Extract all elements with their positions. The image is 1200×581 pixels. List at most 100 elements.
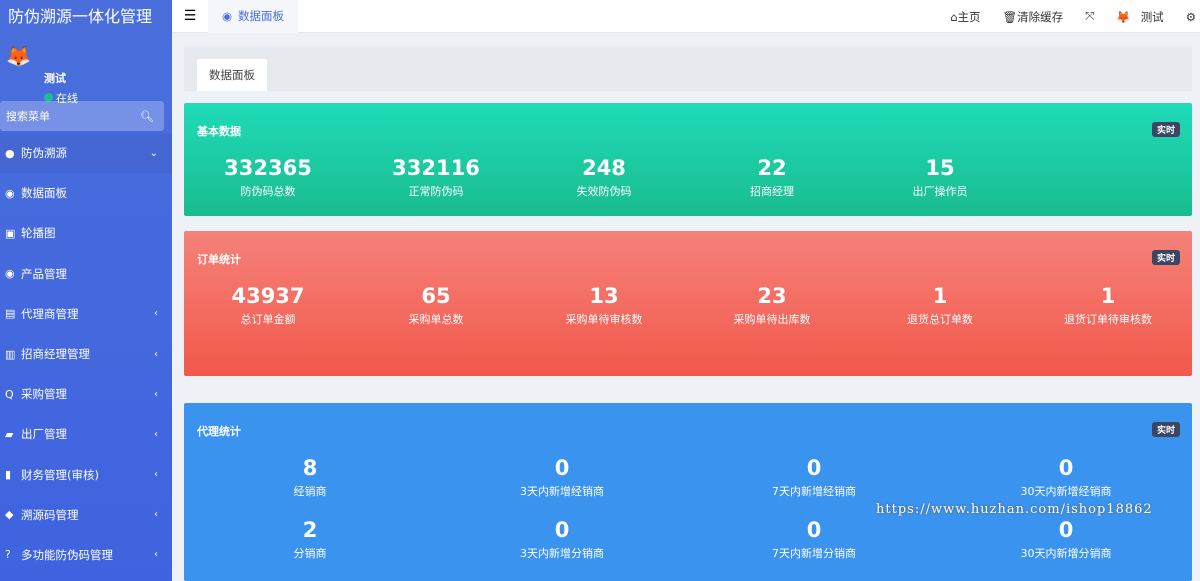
stat-value: 0 xyxy=(1058,456,1074,480)
stat-value: 0 xyxy=(554,518,570,542)
globe-icon: ◉ xyxy=(5,186,15,200)
sidebar: 防伪溯源一体化管理 🦊 测试 在线 搜索菜单 🔍︎ ● 防伪溯源 ⌄ ◉ 数据面板 ▣ 轮… xyxy=(0,0,172,581)
stat-item: 1 退货总订单数 xyxy=(860,284,1020,327)
stat-item: 43937 总订单金额 xyxy=(188,284,348,327)
realtime-badge: 实时 xyxy=(1151,250,1180,265)
sidebar-item-dashboard[interactable]: ◉ 数据面板 xyxy=(0,173,172,213)
panel-title: 基本数据 xyxy=(197,125,241,138)
stat-label: 经销商 xyxy=(293,485,327,498)
gear-icon[interactable]: ⚙ xyxy=(1185,9,1196,24)
stat-label: 30天内新增分销商 xyxy=(1020,547,1112,560)
stat-item: 332365 防伪码总数 xyxy=(188,156,348,199)
menu-label: 溯源码管理 xyxy=(21,507,79,522)
menu-toggle-icon[interactable]: ☰ xyxy=(183,8,197,24)
chevron-left-icon: ‹ xyxy=(154,469,158,481)
sidebar-item-trace-codes[interactable]: ◆ 溯源码管理 ‹ xyxy=(0,495,172,535)
stat-value: 15 xyxy=(925,156,955,180)
stat-item: 0 7天内新增经销商 xyxy=(734,456,894,499)
menu-label: 出厂管理 xyxy=(21,427,67,442)
menu-label: 财务管理(审核) xyxy=(21,467,99,482)
sidebar-item-products[interactable]: ◉ 产品管理 xyxy=(0,254,172,294)
stat-value: 332116 xyxy=(392,156,480,180)
fullscreen-icon[interactable]: ⤧ xyxy=(1085,9,1095,23)
home-icon: ⌂ xyxy=(950,9,958,24)
stat-label: 分销商 xyxy=(293,547,327,560)
tab-data-panel[interactable]: 数据面板 xyxy=(197,59,267,91)
online-dot-icon xyxy=(44,93,53,102)
clear-cache-label: 清除缓存 xyxy=(1017,9,1064,24)
tab-label: 数据面板 xyxy=(238,9,285,23)
stat-value: 0 xyxy=(806,456,822,480)
image-icon: ▣ xyxy=(5,226,16,240)
basic-data-panel: 基本数据 实时 332365 防伪码总数 332116 正常防伪码 248 失效防伪码 22… xyxy=(184,103,1192,216)
sidebar-item-purchase[interactable]: Q 采购管理 ‹ xyxy=(0,374,172,414)
panel-title: 订单统计 xyxy=(197,253,241,266)
menu-label: 防伪溯源 xyxy=(21,146,67,161)
chevron-left-icon: ‹ xyxy=(154,308,158,320)
avatar: 🦊 xyxy=(1116,9,1131,24)
stat-item: 13 采购单待审核数 xyxy=(524,284,684,327)
clear-cache-button[interactable]: 🗑︎清除缓存 xyxy=(1003,9,1064,25)
menu-label: 轮播图 xyxy=(21,226,56,241)
user-menu[interactable]: 🦊 测试 xyxy=(1116,9,1163,25)
stat-value: 2 xyxy=(302,518,318,542)
sidebar-item-shipping[interactable]: ▰ 出厂管理 ‹ xyxy=(0,414,172,454)
sidebar-item-multi-codes[interactable]: ? 多功能防伪码管理 ‹ xyxy=(0,535,172,575)
stat-label: 30天内新增经销商 xyxy=(1020,485,1112,498)
stat-label: 招商经理 xyxy=(750,185,794,198)
stat-item: 0 30天内新增经销商 xyxy=(986,456,1146,499)
search-menu-input[interactable]: 搜索菜单 🔍︎ xyxy=(0,101,164,131)
stat-item: 22 招商经理 xyxy=(692,156,852,199)
sidebar-menu: ● 防伪溯源 ⌄ ◉ 数据面板 ▣ 轮播图 ◉ 产品管理 ▤ 代理商管理 ‹ ▥ 招商经理管理 ‹… xyxy=(0,133,172,575)
avatar: 🦊 xyxy=(6,44,31,68)
stat-label: 3天内新增分销商 xyxy=(520,547,604,560)
user-name: 测试 xyxy=(44,72,66,85)
stat-value: 0 xyxy=(1058,518,1074,542)
main-content: 数据面板 xyxy=(184,46,1192,91)
stat-value: 8 xyxy=(302,456,318,480)
stat-label: 出厂操作员 xyxy=(912,185,968,198)
stat-item: 2 分销商 xyxy=(230,518,390,561)
order-stats-panel: 订单统计 实时 43937 总订单金额 65 采购单总数 13 采购单待审核数 23 采购单待… xyxy=(184,231,1192,376)
id-card-icon: ▤ xyxy=(5,307,16,321)
home-link[interactable]: ⌂主页 xyxy=(950,9,980,25)
menu-label: 采购管理 xyxy=(21,387,67,402)
panel-title: 代理统计 xyxy=(197,425,241,438)
stat-value: 0 xyxy=(554,456,570,480)
sidebar-item-carousel[interactable]: ▣ 轮播图 xyxy=(0,213,172,253)
status-text: 在线 xyxy=(56,92,78,105)
stat-value: 1 xyxy=(932,284,948,308)
tab-dashboard[interactable]: ◉ 数据面板 xyxy=(208,0,299,33)
stat-label: 退货总订单数 xyxy=(907,313,973,326)
stat-item: 0 7天内新增分销商 xyxy=(734,518,894,561)
stat-item: 0 3天内新增分销商 xyxy=(482,518,642,561)
watermark: https://www.huzhan.com/ishop18862 xyxy=(876,502,1153,517)
stat-label: 7天内新增分销商 xyxy=(772,547,856,560)
menu-label: 多功能防伪码管理 xyxy=(21,547,113,562)
menu-label: 招商经理管理 xyxy=(21,347,90,362)
stat-label: 7天内新增经销商 xyxy=(772,485,856,498)
stat-item: 65 采购单总数 xyxy=(356,284,516,327)
sidebar-item-agents[interactable]: ▤ 代理商管理 ‹ xyxy=(0,294,172,334)
menu-label: 数据面板 xyxy=(21,186,67,201)
realtime-badge: 实时 xyxy=(1151,422,1180,437)
menu-label: 代理商管理 xyxy=(21,306,79,321)
stat-label: 总订单金额 xyxy=(240,313,296,326)
cubes-icon: ◆ xyxy=(5,508,14,522)
stat-value: 23 xyxy=(757,284,787,308)
home-label: 主页 xyxy=(957,9,981,24)
chevron-left-icon: ‹ xyxy=(154,509,158,521)
stat-label: 3天内新增经销商 xyxy=(520,485,604,498)
globe-icon: ◉ xyxy=(5,267,15,281)
stat-value: 22 xyxy=(757,156,787,180)
agent-stats-panel: 代理统计 实时 8 经销商 2 分销商 0 3天内新增经销商 0 3天内新增分销商 0 7天内新增… xyxy=(184,403,1192,581)
realtime-badge: 实时 xyxy=(1151,122,1180,137)
sidebar-item-finance[interactable]: ▮ 财务管理(审核) ‹ xyxy=(0,455,172,495)
stat-value: 13 xyxy=(589,284,619,308)
sidebar-item-anti-fake[interactable]: ● 防伪溯源 ⌄ xyxy=(0,133,172,174)
chevron-down-icon: ⌄ xyxy=(149,147,158,159)
question-icon: ? xyxy=(5,548,11,562)
sidebar-item-managers[interactable]: ▥ 招商经理管理 ‹ xyxy=(0,334,172,374)
stat-value: 43937 xyxy=(231,284,305,308)
search-icon[interactable]: 🔍︎ xyxy=(140,109,154,123)
